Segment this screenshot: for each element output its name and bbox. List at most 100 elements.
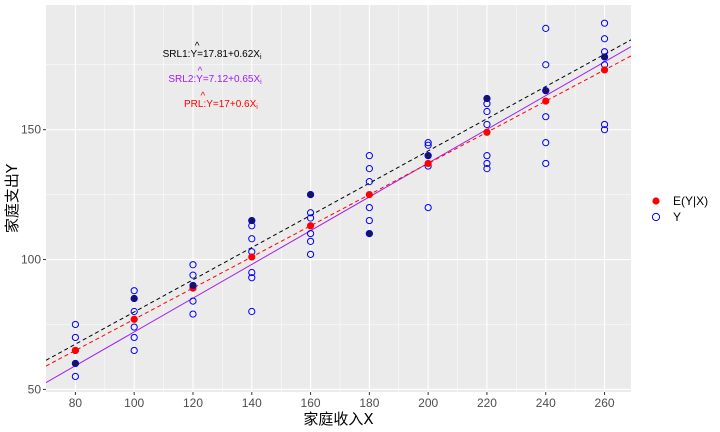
regression-line-srl1 [46, 39, 631, 361]
data-point-y [248, 268, 256, 277]
data-point-sample [307, 191, 315, 199]
grid-minor [46, 5, 631, 392]
data-point-y [130, 333, 138, 342]
annotation-prl: PRL:Y=17+0.6Xi [184, 99, 258, 111]
legend-label-ey: E(Y|X) [673, 194, 708, 208]
data-point-y [130, 346, 138, 355]
data-point-y [542, 139, 550, 147]
y-axis-title: 家庭支出Y [3, 163, 21, 233]
data-point-y [306, 209, 315, 217]
data-point-ey [306, 222, 315, 230]
legend-key-ey [652, 197, 660, 205]
data-point-ey [424, 159, 432, 168]
data-point-y [130, 287, 138, 295]
regression-lines [46, 39, 631, 384]
data-point-y [130, 307, 138, 316]
data-point-y [542, 24, 550, 32]
data-point-y [483, 120, 491, 129]
data-point-sample [542, 87, 550, 95]
data-point-ey [71, 346, 79, 355]
hat-mark: ^ [201, 91, 206, 102]
plot-panel [46, 5, 631, 392]
data-points [71, 19, 609, 381]
data-point-sample [365, 230, 373, 238]
data-point-ey [365, 191, 373, 199]
data-point-ey [248, 253, 256, 261]
y-axis: 50 100 150 [21, 123, 46, 396]
data-point-y [600, 126, 609, 134]
data-point-y [600, 19, 609, 27]
y-tick-label: 100 [21, 253, 41, 267]
x-tick-label: 240 [536, 396, 556, 410]
data-point-y [189, 310, 197, 318]
x-tick-label: 220 [477, 396, 497, 410]
data-point-ey [483, 128, 491, 136]
data-point-sample [424, 152, 432, 160]
regression-line-prl [46, 55, 631, 367]
data-point-ey [542, 97, 550, 105]
data-point-y [71, 320, 79, 329]
equation-annotations: SRL1:Y=17.81+0.62Xi^SRL2:Y=7.12+0.65Xi^P… [163, 41, 262, 111]
data-point-y [424, 203, 432, 212]
data-point-y [365, 165, 373, 173]
data-point-sample [483, 95, 491, 103]
y-tick-label: 50 [28, 382, 42, 396]
data-point-y [600, 120, 609, 129]
data-point-y [542, 113, 550, 121]
x-tick-label: 100 [124, 396, 144, 410]
legend-key-y [651, 212, 661, 222]
data-point-y [424, 141, 432, 149]
data-point-y [248, 235, 256, 243]
x-tick-label: 180 [359, 396, 379, 410]
data-point-y [365, 216, 373, 225]
data-point-y [483, 165, 491, 173]
data-point-y [483, 107, 491, 116]
data-point-y [365, 152, 373, 160]
annotation-srl2: SRL2:Y=7.12+0.65Xi [168, 74, 262, 86]
data-point-y [542, 159, 550, 168]
data-point-y [483, 152, 491, 160]
data-point-y [600, 35, 609, 43]
regression-line-srl2 [46, 46, 631, 384]
legend-label-y: Y [673, 210, 681, 224]
x-tick-label: 200 [418, 396, 438, 410]
annotation-srl1: SRL1:Y=17.81+0.62Xi [163, 49, 262, 61]
hat-mark: ^ [198, 66, 203, 77]
data-point-y [365, 203, 373, 212]
data-point-sample [601, 53, 609, 61]
x-tick-label: 160 [301, 396, 321, 410]
x-axis-title: 家庭收入X [303, 410, 373, 428]
x-axis: 80 100 120 140 160 180 200 220 240 260 [69, 392, 615, 410]
data-point-y [248, 274, 256, 282]
data-point-ey [600, 66, 609, 74]
data-point-y [306, 229, 315, 238]
data-point-y [306, 214, 315, 222]
data-point-y [483, 159, 491, 168]
y-tick-label: 150 [21, 123, 41, 137]
data-point-sample [248, 217, 256, 225]
data-point-ey [130, 315, 138, 323]
x-tick-label: 80 [69, 396, 83, 410]
grid-major [46, 5, 631, 392]
x-tick-label: 260 [595, 396, 615, 410]
legend: E(Y|X) Y [651, 194, 708, 224]
data-point-y [542, 61, 550, 69]
data-point-sample [189, 282, 197, 290]
data-point-y [306, 237, 315, 245]
data-point-y [71, 333, 79, 342]
data-point-y [189, 297, 197, 305]
hat-mark: ^ [195, 41, 200, 52]
x-tick-label: 120 [183, 396, 203, 410]
data-point-y [306, 250, 315, 258]
data-point-y [71, 372, 79, 381]
data-point-y [189, 271, 197, 279]
data-point-sample [71, 359, 79, 367]
data-point-y [248, 307, 256, 316]
data-point-y [130, 323, 138, 331]
data-point-y [365, 178, 373, 186]
x-tick-label: 140 [242, 396, 262, 410]
data-point-sample [130, 294, 138, 302]
data-point-y [189, 261, 197, 269]
data-point-y [424, 139, 432, 147]
